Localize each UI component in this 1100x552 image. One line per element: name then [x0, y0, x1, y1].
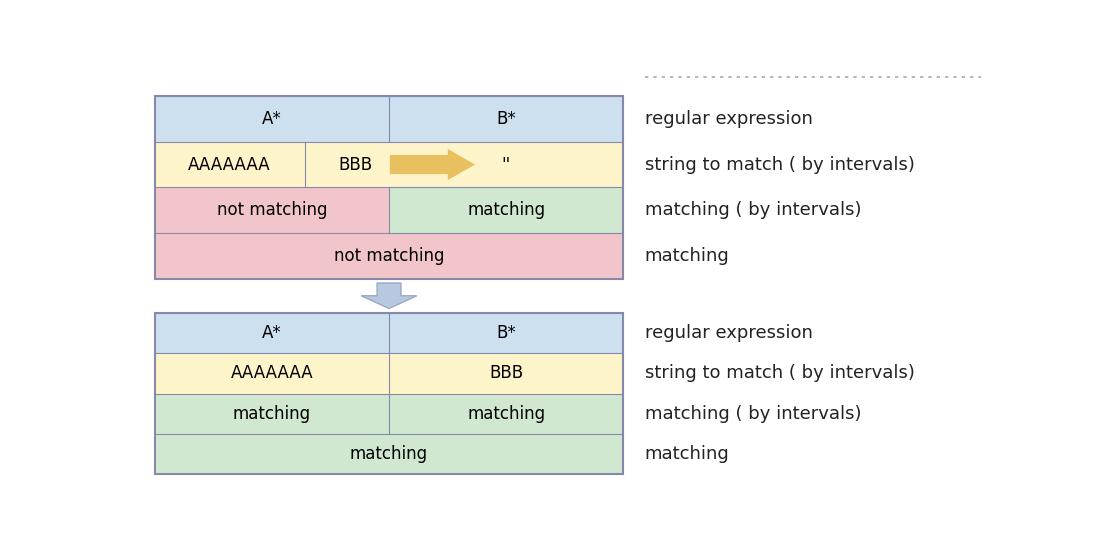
Text: matching: matching [645, 445, 729, 463]
Bar [154, 434, 624, 474]
Text: regular expression: regular expression [645, 324, 813, 342]
Text: AAAAAAA: AAAAAAA [231, 364, 314, 383]
Text: matching ( by intervals): matching ( by intervals) [645, 405, 861, 423]
Text: string to match ( by intervals): string to match ( by intervals) [645, 364, 914, 383]
Text: matching: matching [645, 247, 729, 265]
Bar [154, 96, 624, 279]
Text: matching: matching [233, 405, 311, 423]
Bar [154, 96, 624, 142]
Text: '': '' [502, 156, 510, 173]
Bar [154, 313, 624, 353]
Bar [154, 187, 389, 233]
Text: matching: matching [468, 201, 546, 219]
Text: A*: A* [262, 110, 282, 128]
Text: string to match ( by intervals): string to match ( by intervals) [645, 156, 914, 173]
Text: BBB: BBB [339, 156, 373, 173]
Text: BBB: BBB [490, 364, 524, 383]
Text: A*: A* [262, 324, 282, 342]
Bar [154, 353, 624, 394]
Text: not matching: not matching [217, 201, 327, 219]
Text: AAAAAAA: AAAAAAA [188, 156, 271, 173]
Text: B*: B* [496, 324, 516, 342]
Text: B*: B* [496, 110, 516, 128]
Text: matching: matching [350, 445, 428, 463]
Text: regular expression: regular expression [645, 110, 813, 128]
Text: matching ( by intervals): matching ( by intervals) [645, 201, 861, 219]
Bar [154, 142, 624, 187]
Bar [154, 394, 624, 434]
Bar [389, 187, 624, 233]
Bar [154, 233, 624, 279]
Text: not matching: not matching [333, 247, 444, 265]
FancyArrow shape [361, 283, 417, 309]
Bar [154, 313, 624, 474]
FancyArrow shape [389, 149, 475, 180]
Text: matching: matching [468, 405, 546, 423]
